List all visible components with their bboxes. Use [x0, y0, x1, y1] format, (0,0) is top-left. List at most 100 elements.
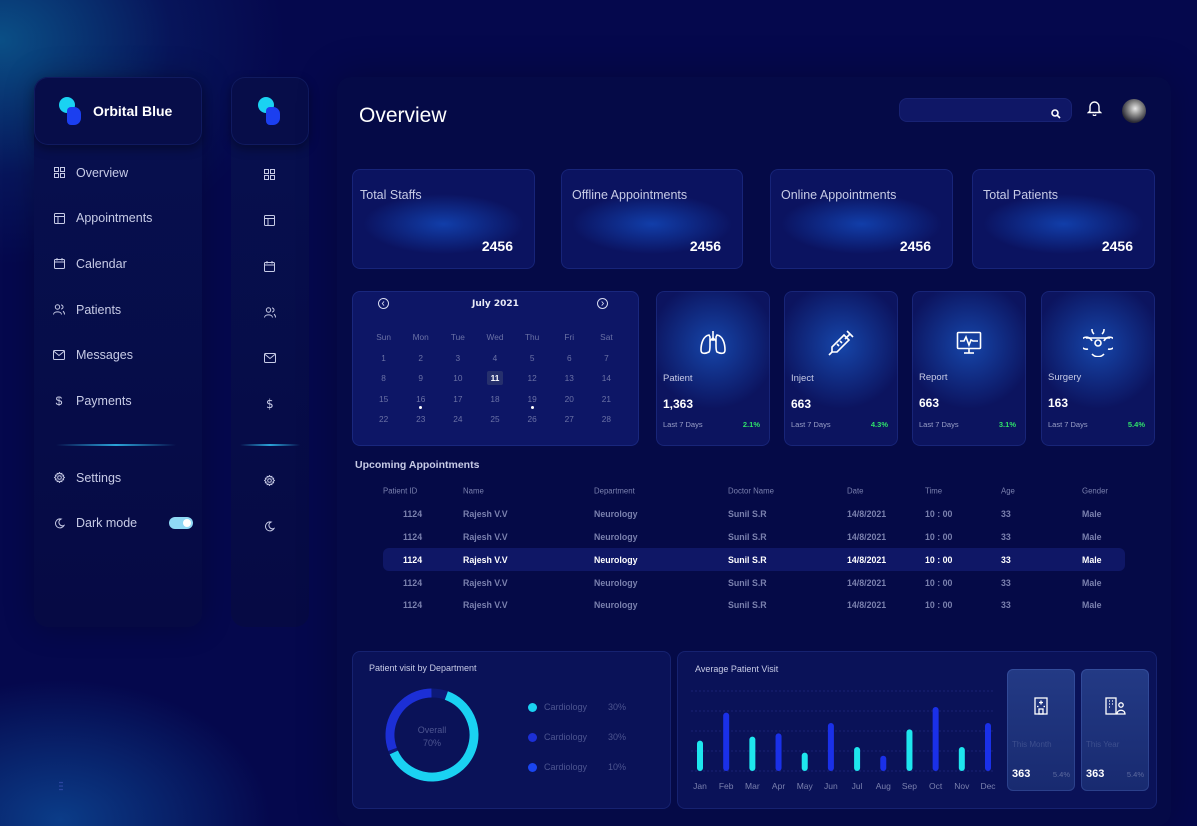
- table-cell: 33: [1001, 531, 1011, 542]
- calendar-day[interactable]: 6: [551, 350, 588, 371]
- calendar-day[interactable]: 9: [402, 370, 439, 391]
- avatar[interactable]: [1122, 99, 1146, 123]
- bar[interactable]: [697, 740, 703, 771]
- bar[interactable]: [801, 752, 808, 771]
- layout-icon[interactable]: [264, 197, 276, 243]
- x-tick-label: Oct: [929, 781, 943, 791]
- table-cell: 1124: [403, 600, 423, 611]
- brand-header[interactable]: Orbital Blue: [34, 77, 202, 145]
- calendar-day[interactable]: 26: [514, 411, 551, 432]
- calendar-day-number: 15: [378, 393, 389, 404]
- bar[interactable]: [749, 736, 756, 771]
- sidebar-item-messages[interactable]: Messages: [53, 332, 152, 378]
- sidebar-item-calendar[interactable]: Calendar: [53, 241, 152, 287]
- calendar-day[interactable]: 15: [365, 391, 402, 412]
- legend-swatch: [528, 762, 537, 772]
- metric-period: Last 7 Days: [791, 420, 831, 429]
- calendar-day[interactable]: 5: [514, 350, 551, 371]
- x-tick-label: Apr: [772, 781, 785, 791]
- calendar-day[interactable]: 23: [402, 411, 439, 432]
- calendar-day[interactable]: 21: [588, 391, 625, 412]
- calendar-icon: [53, 258, 65, 270]
- search-input[interactable]: [899, 98, 1072, 122]
- bar[interactable]: [880, 755, 887, 771]
- sidebar-item-settings[interactable]: Settings: [53, 455, 193, 501]
- bar[interactable]: [985, 723, 991, 771]
- calendar-day[interactable]: 25: [476, 411, 513, 432]
- bell-icon[interactable]: [1086, 100, 1103, 120]
- calendar-day[interactable]: 8: [365, 370, 402, 391]
- table-row[interactable]: 1124 Rajesh V.V Neurology Sunil S.R 14/8/202…: [383, 571, 1125, 594]
- moon-icon[interactable]: [264, 503, 275, 549]
- calendar-day[interactable]: 4: [476, 350, 513, 371]
- bar[interactable]: [775, 733, 782, 771]
- table-header: Patient ID Name Department Doctor Name D…: [383, 480, 1125, 503]
- summary-card-this-year[interactable]: This Year 363 5.4%: [1081, 669, 1149, 791]
- average-visit-chart: Jan Feb Mar Apr May Jun Jul Aug Sep Oct Nov Dec: [691, 690, 996, 791]
- calendar-day-number: 21: [601, 393, 612, 404]
- calendar-day[interactable]: 1: [365, 350, 402, 371]
- metric-period: Last 7 Days: [663, 420, 703, 429]
- calendar-day[interactable]: 24: [439, 411, 476, 432]
- calendar-day[interactable]: 19: [514, 391, 551, 412]
- sidebar-item-patients[interactable]: Patients: [53, 287, 152, 333]
- sidebar-item-overview[interactable]: Overview: [53, 150, 152, 196]
- calendar-day[interactable]: 20: [551, 391, 588, 412]
- calendar-day[interactable]: 7: [588, 350, 625, 371]
- metric-card-report[interactable]: Report 663 Last 7 Days 3.1%: [912, 291, 1026, 446]
- bar[interactable]: [827, 723, 834, 771]
- calendar-day[interactable]: 27: [551, 411, 588, 432]
- brand-header-collapsed[interactable]: [231, 77, 309, 145]
- users-icon[interactable]: [264, 289, 276, 335]
- table-row[interactable]: 1124 Rajesh V.V Neurology Sunil S.R 14/8/202…: [383, 548, 1125, 572]
- weekday-label: Thu: [524, 332, 540, 342]
- biohazard-icon: [1079, 324, 1117, 362]
- calendar-day-number: 23: [416, 414, 426, 425]
- calendar-day[interactable]: 16: [402, 391, 439, 412]
- calendar-day[interactable]: 2: [402, 350, 439, 371]
- calendar-day[interactable]: 18: [476, 391, 513, 412]
- metric-card-patient[interactable]: Patient 1,363 Last 7 Days 2.1%: [656, 291, 770, 446]
- chevron-right-icon[interactable]: [597, 298, 608, 309]
- calendar-day[interactable]: 13: [551, 370, 588, 391]
- appointments-title: Upcoming Appointments: [355, 459, 480, 471]
- table-row[interactable]: 1124 Rajesh V.V Neurology Sunil S.R 14/8/202…: [383, 526, 1125, 549]
- sidebar-item-appointments[interactable]: Appointments: [53, 196, 152, 242]
- calendar-day-number: 4: [492, 352, 498, 363]
- calendar-day[interactable]: 17: [439, 391, 476, 412]
- dark-mode-toggle[interactable]: [169, 517, 194, 530]
- sidebar-item-payments[interactable]: $ Payments: [53, 378, 152, 424]
- legend-label: Cardiology: [544, 732, 588, 742]
- metric-card-surgery[interactable]: Surgery 163 Last 7 Days 5.4%: [1041, 291, 1155, 446]
- handle-icon[interactable]: [59, 781, 63, 791]
- metric-title: Report: [919, 372, 948, 383]
- bar[interactable]: [723, 712, 730, 771]
- calendar-day[interactable]: 12: [514, 370, 551, 391]
- calendar-day[interactable]: 22: [365, 411, 402, 432]
- chevron-left-icon[interactable]: [378, 298, 389, 309]
- table-row[interactable]: 1124 Rajesh V.V Neurology Sunil S.R 14/8/202…: [383, 594, 1125, 617]
- weekday-label: Mon: [412, 332, 429, 342]
- metric-card-inject[interactable]: Inject 663 Last 7 Days 4.3%: [784, 291, 898, 446]
- grid-icon[interactable]: [264, 151, 276, 197]
- x-tick-label: Dec: [980, 781, 996, 791]
- calendar-day[interactable]: 3: [439, 350, 476, 371]
- table-cell: 1124: [403, 577, 423, 588]
- bar[interactable]: [854, 747, 861, 771]
- gear-icon[interactable]: [264, 457, 275, 503]
- bar[interactable]: [932, 707, 939, 771]
- calendar-day[interactable]: 11: [476, 370, 513, 391]
- table-row[interactable]: 1124 Rajesh V.V Neurology Sunil S.R 14/8/202…: [383, 503, 1125, 526]
- calendar-icon[interactable]: [264, 243, 276, 289]
- calendar-grid: Sun Mon Tue Wed Thu Fri Sat 1 2 3 4 5 6 7 8 9 10 1…: [365, 329, 625, 432]
- dollar-icon[interactable]: $: [266, 397, 274, 411]
- calendar-day[interactable]: 14: [588, 370, 625, 391]
- mail-icon[interactable]: [264, 335, 276, 381]
- bar[interactable]: [958, 747, 965, 771]
- calendar-day[interactable]: 28: [588, 411, 625, 432]
- column-header: Doctor Name: [728, 486, 774, 496]
- calendar-day[interactable]: 10: [439, 370, 476, 391]
- bar[interactable]: [906, 729, 913, 771]
- summary-card-this-month[interactable]: This Month 363 5.4%: [1007, 669, 1075, 791]
- metric-title: Surgery: [1048, 372, 1082, 383]
